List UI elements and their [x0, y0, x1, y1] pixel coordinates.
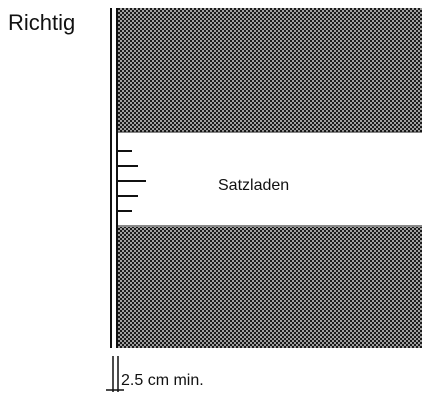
dimension-label: 2.5 cm min.: [121, 372, 204, 389]
dimension-marker: [106, 356, 124, 392]
diagram-title: Richtig: [8, 10, 75, 35]
hatched-block-top: [118, 8, 422, 132]
center-label: Satzladen: [218, 177, 289, 194]
tick-marks: [117, 150, 146, 212]
hatched-block-bottom: [118, 227, 422, 348]
